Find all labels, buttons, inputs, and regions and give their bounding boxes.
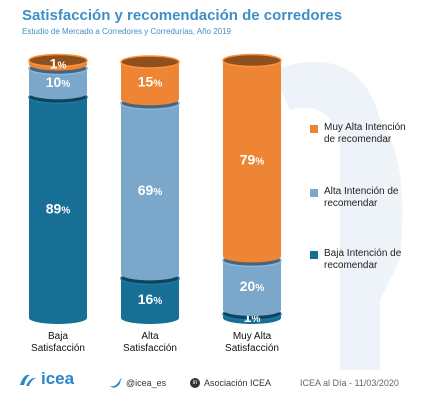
bar-segment	[121, 278, 179, 324]
chart-title: Satisfacción y recomendación de corredor…	[22, 7, 343, 24]
bar-segment-top	[120, 55, 180, 69]
bar-segment-top	[222, 53, 282, 68]
background-watermark	[272, 61, 403, 371]
twitter-handle: @icea_es	[126, 378, 167, 388]
twitter-icon	[110, 378, 122, 388]
bar-segment	[29, 97, 87, 324]
logo-text: icea	[41, 369, 75, 388]
data-label: 20%	[240, 278, 265, 294]
legend-swatch	[310, 251, 318, 259]
bars-group: 89% 10% 1% 16% 69% 15% 1% 20% 79%	[28, 53, 282, 325]
icea-logo-icon	[20, 374, 36, 386]
data-label: 16%	[138, 291, 163, 307]
data-label: 1%	[50, 55, 67, 71]
legend-item: Alta Intención de recomendar	[310, 186, 414, 209]
linkedin-icon: in	[190, 378, 200, 388]
data-label: 15%	[138, 74, 163, 90]
data-label: 79%	[240, 151, 265, 167]
icea-logo: icea	[18, 369, 74, 389]
legend-swatch	[310, 125, 318, 133]
legend-item: Muy Alta Intención de recomendar	[310, 122, 414, 145]
twitter-link[interactable]: @icea_es	[110, 378, 166, 388]
bar-segment	[121, 103, 179, 281]
category-label: Muy Alta Satisfacción	[225, 331, 279, 354]
category-label: Alta Satisfacción	[123, 331, 177, 354]
legend-item: Baja Intención de recomendar	[310, 248, 414, 271]
chart-subtitle: Estudio de Mercado a Corredores y Corred…	[22, 27, 232, 36]
linkedin-link[interactable]: in Asociación ICEA	[190, 378, 271, 388]
bar-segment-top	[28, 53, 88, 68]
data-label: 1%	[244, 309, 261, 325]
linkedin-name: Asociación ICEA	[204, 378, 272, 388]
category-label: Baja Satisfacción	[31, 331, 85, 354]
bar-segment	[223, 260, 281, 316]
footer-date: ICEA al Día - 11/03/2020	[300, 378, 399, 388]
bar-segment	[29, 68, 87, 100]
bar-segment	[121, 62, 179, 106]
legend-swatch	[310, 189, 318, 197]
data-label: 69%	[138, 182, 163, 198]
data-label: 10%	[46, 74, 71, 90]
legend-label: Alta Intención de recomendar	[324, 186, 399, 209]
legend-label: Baja Intención de recomendar	[324, 248, 402, 271]
legend-label: Muy Alta Intención de recomendar	[324, 122, 406, 145]
data-label: 89%	[46, 201, 71, 217]
bar-segment	[223, 60, 281, 263]
